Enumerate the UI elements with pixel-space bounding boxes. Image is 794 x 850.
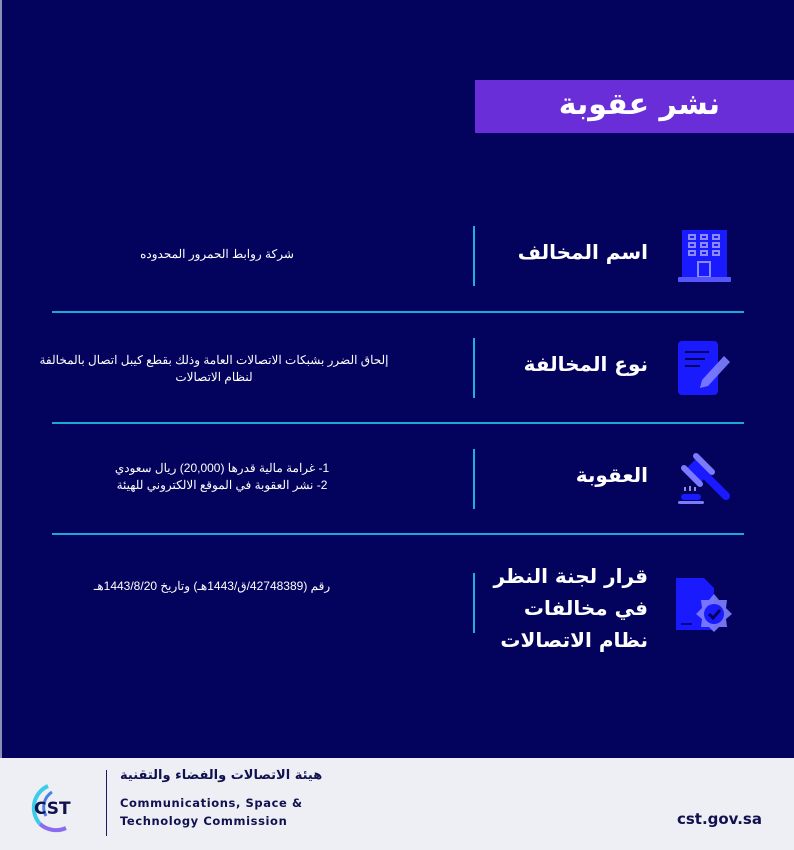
penalty-label: العقوبة (575, 463, 648, 487)
cst-logo: CST (31, 784, 71, 833)
website-link[interactable]: cst.gov.sa (676, 810, 762, 828)
page-title: نشر عقوبة (475, 80, 794, 133)
main-panel: نشر عقوبة اسم المخالف شركة روابط الحمرور… (0, 0, 794, 758)
footer: CST هيئة الاتصالات والفضاء والتقنية Comm… (0, 758, 794, 850)
row-separator-bar (473, 449, 475, 509)
decision-label-line-2: في مخالفات (523, 596, 648, 620)
commission-arabic-name: هيئة الاتصالات والفضاء والتقنية (120, 768, 323, 783)
divider (52, 422, 744, 424)
penalty-value: 1- غرامة مالية قدرها (20,000) ريال سعودي… (82, 460, 362, 494)
certified-document-icon (676, 578, 732, 632)
decision-value: رقم (42748389/ق/1443هـ) وتاريخ 1443/8/20… (93, 579, 331, 593)
english-name-line-2: Technology Commission (120, 814, 288, 828)
footer-separator (106, 770, 107, 836)
divider (52, 533, 744, 535)
decision-label-line-1: قرار لجنة النظر (493, 564, 648, 588)
row-separator-bar (473, 226, 475, 286)
decision-label-line-3: نظام الاتصالات (500, 628, 648, 652)
english-name-line-1: Communications, Space & (120, 796, 303, 810)
gavel-icon (678, 453, 730, 504)
building-icon (678, 230, 731, 282)
violator-name-label: اسم المخالف (517, 240, 648, 264)
commission-english-name: Communications, Space & Technology Commi… (120, 794, 303, 830)
penalty-line-2: 2- نشر العقوبة في الموقع الالكتروني للهي… (116, 478, 328, 492)
divider (52, 311, 744, 313)
svg-text:CST: CST (34, 799, 71, 819)
document-pen-icon (678, 341, 730, 395)
violation-type-value: إلحاق الضرر بشبكات الاتصالات العامة وذلك… (39, 353, 389, 384)
decision-label: قرار لجنة النظر في مخالفات نظام الاتصالا… (493, 560, 648, 656)
row-separator-bar (473, 573, 475, 633)
row-separator-bar (473, 338, 475, 398)
penalty-line-1: 1- غرامة مالية قدرها (20,000) ريال سعودي (114, 461, 330, 475)
violator-name-value: شركة روابط الحمرور المحدوده (140, 247, 294, 261)
violation-type-label: نوع المخالفة (523, 352, 648, 376)
